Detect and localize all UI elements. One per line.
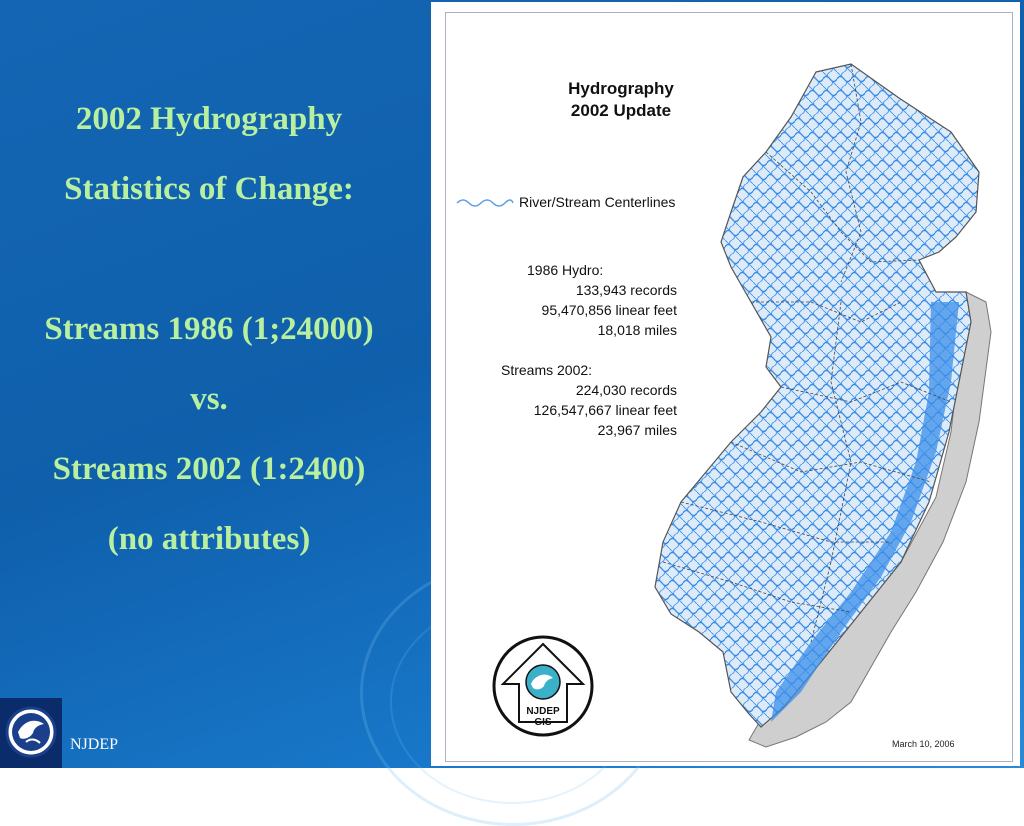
stats-2002-records: 224,030 records	[575, 382, 677, 398]
stream-legend-icon	[456, 199, 514, 207]
stats-2002-feet: 126,547,667 linear feet	[533, 402, 677, 418]
vs-line: vs.	[190, 381, 228, 417]
gis-logo-text-2: GIS	[534, 717, 552, 728]
njdep-gis-logo-icon: NJDEP GIS	[492, 635, 594, 737]
gis-logo-text-1: NJDEP	[526, 706, 560, 717]
stats-1986-miles: 18,018 miles	[597, 322, 677, 338]
streams-1986-line: Streams 1986 (1;24000)	[44, 311, 374, 347]
state-streams	[654, 63, 980, 728]
stats-1986: 1986 Hydro: 133,943 records 95,470,856 l…	[471, 260, 677, 340]
stats-2002-heading: Streams 2002:	[501, 362, 593, 378]
slide-text-block: 2002 Hydrography Statistics of Change: S…	[0, 92, 418, 582]
stats-1986-records: 133,943 records	[575, 282, 677, 298]
njdep-seal-icon	[5, 706, 57, 758]
slide-subtitle: Statistics of Change:	[64, 171, 354, 207]
bay-streams	[771, 302, 959, 722]
stats-2002: Streams 2002: 224,030 records 126,547,66…	[471, 360, 677, 440]
map-title: Hydrography 2002 Update	[531, 78, 711, 122]
slide-title: 2002 Hydrography	[75, 101, 343, 137]
legend-label: River/Stream Centerlines	[519, 194, 676, 210]
njdep-footer-label: NJDEP	[70, 736, 119, 753]
new-jersey-map	[654, 63, 992, 748]
njdep-logo-badge	[0, 698, 62, 768]
stats-1986-heading: 1986 Hydro:	[527, 262, 604, 278]
no-attributes-line: (no attributes)	[107, 521, 311, 557]
map-title-line-2: 2002 Update	[570, 101, 672, 120]
map-panel: Hydrography 2002 Update River/Stream Cen…	[431, 2, 1020, 766]
slide-spacer	[0, 232, 418, 302]
map-frame	[445, 12, 1013, 762]
map-date: March 10, 2006	[892, 739, 955, 749]
county-boundaries	[662, 63, 952, 643]
stats-1986-feet: 95,470,856 linear feet	[541, 302, 677, 318]
stats-2002-miles: 23,967 miles	[597, 422, 677, 438]
map-title-line-1: Hydrography	[568, 79, 674, 98]
streams-2002-line: Streams 2002 (1:2400)	[52, 451, 366, 487]
